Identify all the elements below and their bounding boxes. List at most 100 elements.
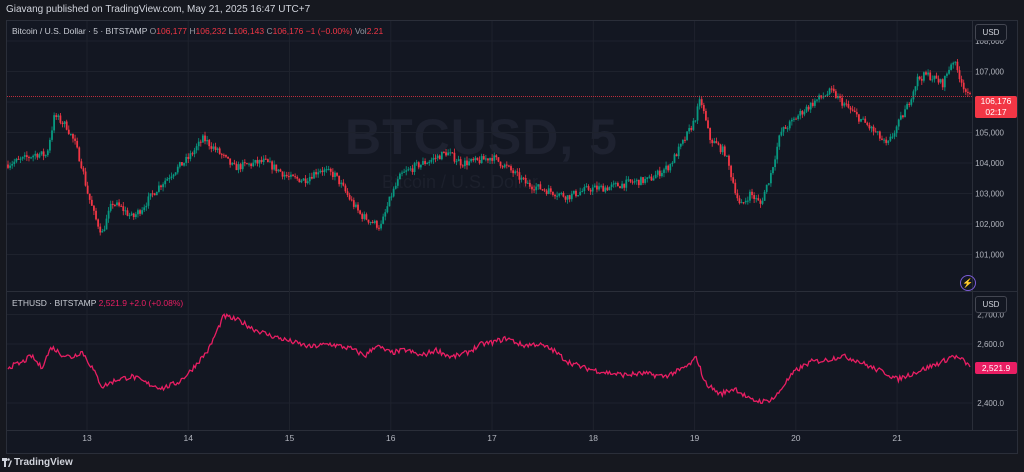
candle-body (799, 110, 802, 116)
candle-body (782, 127, 785, 132)
candle-body (84, 171, 87, 186)
eth-axis-label: 2,600.0 (977, 340, 1004, 349)
candle-body (648, 176, 651, 178)
candle-body (246, 163, 248, 165)
candle-body (883, 139, 885, 141)
candle-body (759, 200, 762, 204)
candle-body (845, 103, 848, 105)
candle-body (193, 150, 196, 155)
candle-body (380, 223, 382, 229)
candle-body (606, 187, 609, 191)
candle-body (501, 166, 504, 168)
candle-body (765, 184, 768, 192)
eth-symbol-name[interactable]: ETHUSD · BITSTAMP (12, 298, 97, 308)
candle-body (828, 88, 831, 95)
candle-body (220, 153, 223, 155)
candle-body (537, 184, 540, 187)
candle-body (239, 164, 242, 170)
candle-body (531, 186, 533, 190)
candle-body (126, 210, 129, 216)
candle-body (132, 213, 135, 218)
candle-body (807, 106, 810, 110)
candle-body (939, 79, 942, 83)
candle-body (113, 204, 116, 206)
candle-body (461, 165, 464, 167)
candle-body (577, 195, 579, 197)
candle-body (581, 191, 584, 193)
candle-body (876, 131, 879, 133)
candle-body (264, 158, 267, 160)
candle-body (147, 196, 150, 206)
candle-body (906, 103, 909, 110)
candle-body (57, 115, 60, 118)
candle-body (277, 169, 280, 172)
btc-currency-button[interactable]: USD (975, 24, 1007, 41)
candle-body (633, 181, 636, 183)
candle-body (185, 156, 188, 163)
candle-body (248, 163, 250, 165)
chart-frame[interactable] (6, 20, 1018, 454)
eth-legend[interactable]: ETHUSD · BITSTAMP 2,521.9 +2.0 (+0.08%) (12, 298, 183, 308)
candle-body (746, 200, 749, 202)
candle-body (17, 158, 20, 160)
candle-body (369, 221, 372, 223)
candle-body (922, 72, 925, 81)
candle-body (870, 126, 873, 129)
candle-body (774, 159, 776, 168)
candle-body (69, 133, 72, 135)
lightning-icon[interactable]: ⚡ (960, 275, 976, 291)
eth-currency-button[interactable]: USD (975, 296, 1007, 313)
candle-body (964, 89, 967, 92)
candle-body (388, 196, 391, 207)
candle-body (294, 176, 297, 178)
candle-body (250, 163, 253, 167)
candle-body (598, 186, 600, 190)
candle-body (625, 179, 628, 188)
candle-body (487, 158, 489, 161)
candle-body (122, 206, 125, 212)
candle-body (300, 180, 303, 183)
candle-body (772, 167, 774, 174)
candle-body (476, 157, 479, 161)
eth-last-value: 2,521.9 (98, 298, 127, 308)
candle-body (946, 73, 948, 76)
btc-symbol-name[interactable]: Bitcoin / U.S. Dollar · 5 · BITSTAMP (12, 26, 148, 36)
candle-body (61, 122, 64, 125)
candle-body (373, 220, 376, 224)
candle-body (32, 155, 35, 158)
close-label: C (266, 26, 273, 36)
candle-body (694, 120, 697, 122)
candle-body (868, 124, 871, 129)
candle-body (566, 195, 569, 200)
candle-body (158, 185, 160, 192)
candle-body (218, 148, 221, 154)
candle-body (9, 165, 11, 168)
candle-body (711, 139, 714, 144)
candle-body (292, 174, 294, 177)
candle-body (474, 157, 477, 161)
candle-body (331, 171, 334, 177)
candle-body (851, 109, 854, 111)
candle-body (822, 96, 825, 98)
candle-body (723, 146, 726, 156)
candle-body (279, 169, 282, 172)
pane-divider[interactable] (6, 291, 1018, 292)
candle-body (197, 141, 200, 147)
volume-value: 2.21 (366, 26, 384, 36)
candle-body (134, 214, 137, 218)
candle-body (602, 185, 605, 192)
candle-body (717, 143, 720, 145)
candle-body (321, 170, 324, 173)
publish-bar: Giavang published on TradingView.com, Ma… (0, 0, 1024, 20)
candle-body (631, 181, 634, 183)
candle-body (271, 161, 273, 170)
open-value: 106,177 (156, 26, 187, 36)
candle-body (795, 118, 797, 120)
candle-body (417, 162, 420, 168)
btc-legend[interactable]: Bitcoin / U.S. Dollar · 5 · BITSTAMP O10… (12, 26, 383, 36)
candle-body (512, 170, 515, 174)
candle-body (419, 164, 422, 168)
candle-body (526, 182, 529, 184)
price-axis-label: 102,000 (975, 220, 1004, 229)
